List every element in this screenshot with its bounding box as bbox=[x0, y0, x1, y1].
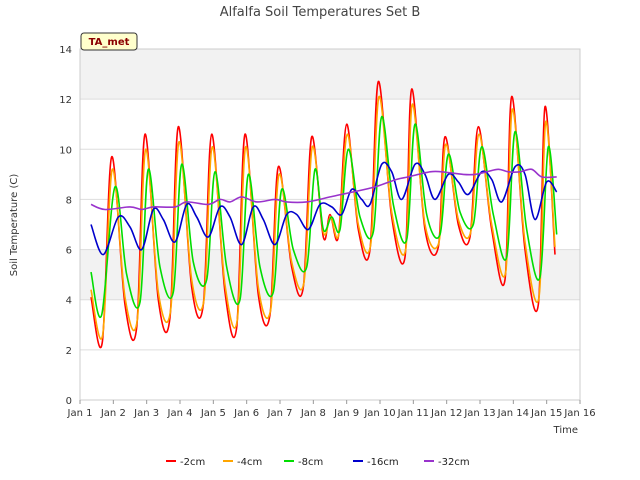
x-tick-label: Jan 10 bbox=[363, 408, 395, 419]
y-axis-title: Soil Temperature (C) bbox=[9, 174, 20, 277]
legend-label: -16cm bbox=[367, 457, 399, 468]
y-tick-label: 10 bbox=[59, 145, 72, 156]
plot-band bbox=[80, 49, 580, 100]
y-tick-label: 14 bbox=[59, 45, 72, 56]
x-tick-label: Jan 14 bbox=[497, 408, 529, 419]
x-tick-label: Jan 11 bbox=[397, 408, 429, 419]
y-tick-label: 8 bbox=[66, 195, 72, 206]
series-line-neg32cm bbox=[90, 168, 557, 211]
legend-label: -8cm bbox=[298, 457, 323, 468]
legend-label: -2cm bbox=[180, 457, 205, 468]
y-tick-label: 4 bbox=[66, 296, 72, 307]
x-axis-ticks: Jan 1 Jan 2 Jan 3 Jan 4 Jan 5 Jan 6 Jan 7 Jan 8… bbox=[67, 400, 596, 419]
x-tick-label: Jan 4 bbox=[167, 408, 193, 419]
x-tick-label: Jan 3 bbox=[133, 408, 159, 419]
x-tick-label: Jan 1 bbox=[67, 408, 93, 419]
x-tick-label: Jan 7 bbox=[267, 408, 293, 419]
y-axis-ticks: 0 2 4 6 8 10 12 14 bbox=[59, 45, 72, 407]
plot-frame bbox=[79, 48, 581, 401]
series-line-neg8cm bbox=[90, 115, 558, 319]
x-tick-label: Jan 6 bbox=[233, 408, 259, 419]
chart-title: Alfalfa Soil Temperatures Set B bbox=[220, 5, 421, 20]
x-axis-title: Time bbox=[553, 425, 578, 436]
ta-met-badge-box bbox=[80, 32, 138, 51]
x-tick-label: Jan 13 bbox=[463, 408, 495, 419]
series-line-neg16cm bbox=[90, 161, 558, 256]
x-tick-label: Jan 2 bbox=[100, 408, 126, 419]
ta-met-badge: TA_met bbox=[80, 32, 138, 51]
legend-label: -4cm bbox=[237, 457, 262, 468]
ta-met-badge-label: TA_met bbox=[89, 37, 130, 48]
x-tick-label: Jan 12 bbox=[430, 408, 462, 419]
x-tick-label: Jan 16 bbox=[563, 408, 595, 419]
y-tick-label: 0 bbox=[66, 396, 72, 407]
x-tick-label: Jan 15 bbox=[530, 408, 562, 419]
legend: -2cm -4cm -8cm -16cm -32cm bbox=[166, 457, 470, 468]
x-tick-label: Jan 8 bbox=[300, 408, 326, 419]
y-tick-label: 6 bbox=[66, 246, 72, 257]
x-tick-label: Jan 5 bbox=[200, 408, 226, 419]
y-tick-label: 2 bbox=[66, 346, 72, 357]
x-tick-label: Jan 9 bbox=[333, 408, 359, 419]
legend-label: -32cm bbox=[438, 457, 470, 468]
series-layer bbox=[90, 80, 558, 349]
y-tick-label: 12 bbox=[59, 95, 72, 106]
